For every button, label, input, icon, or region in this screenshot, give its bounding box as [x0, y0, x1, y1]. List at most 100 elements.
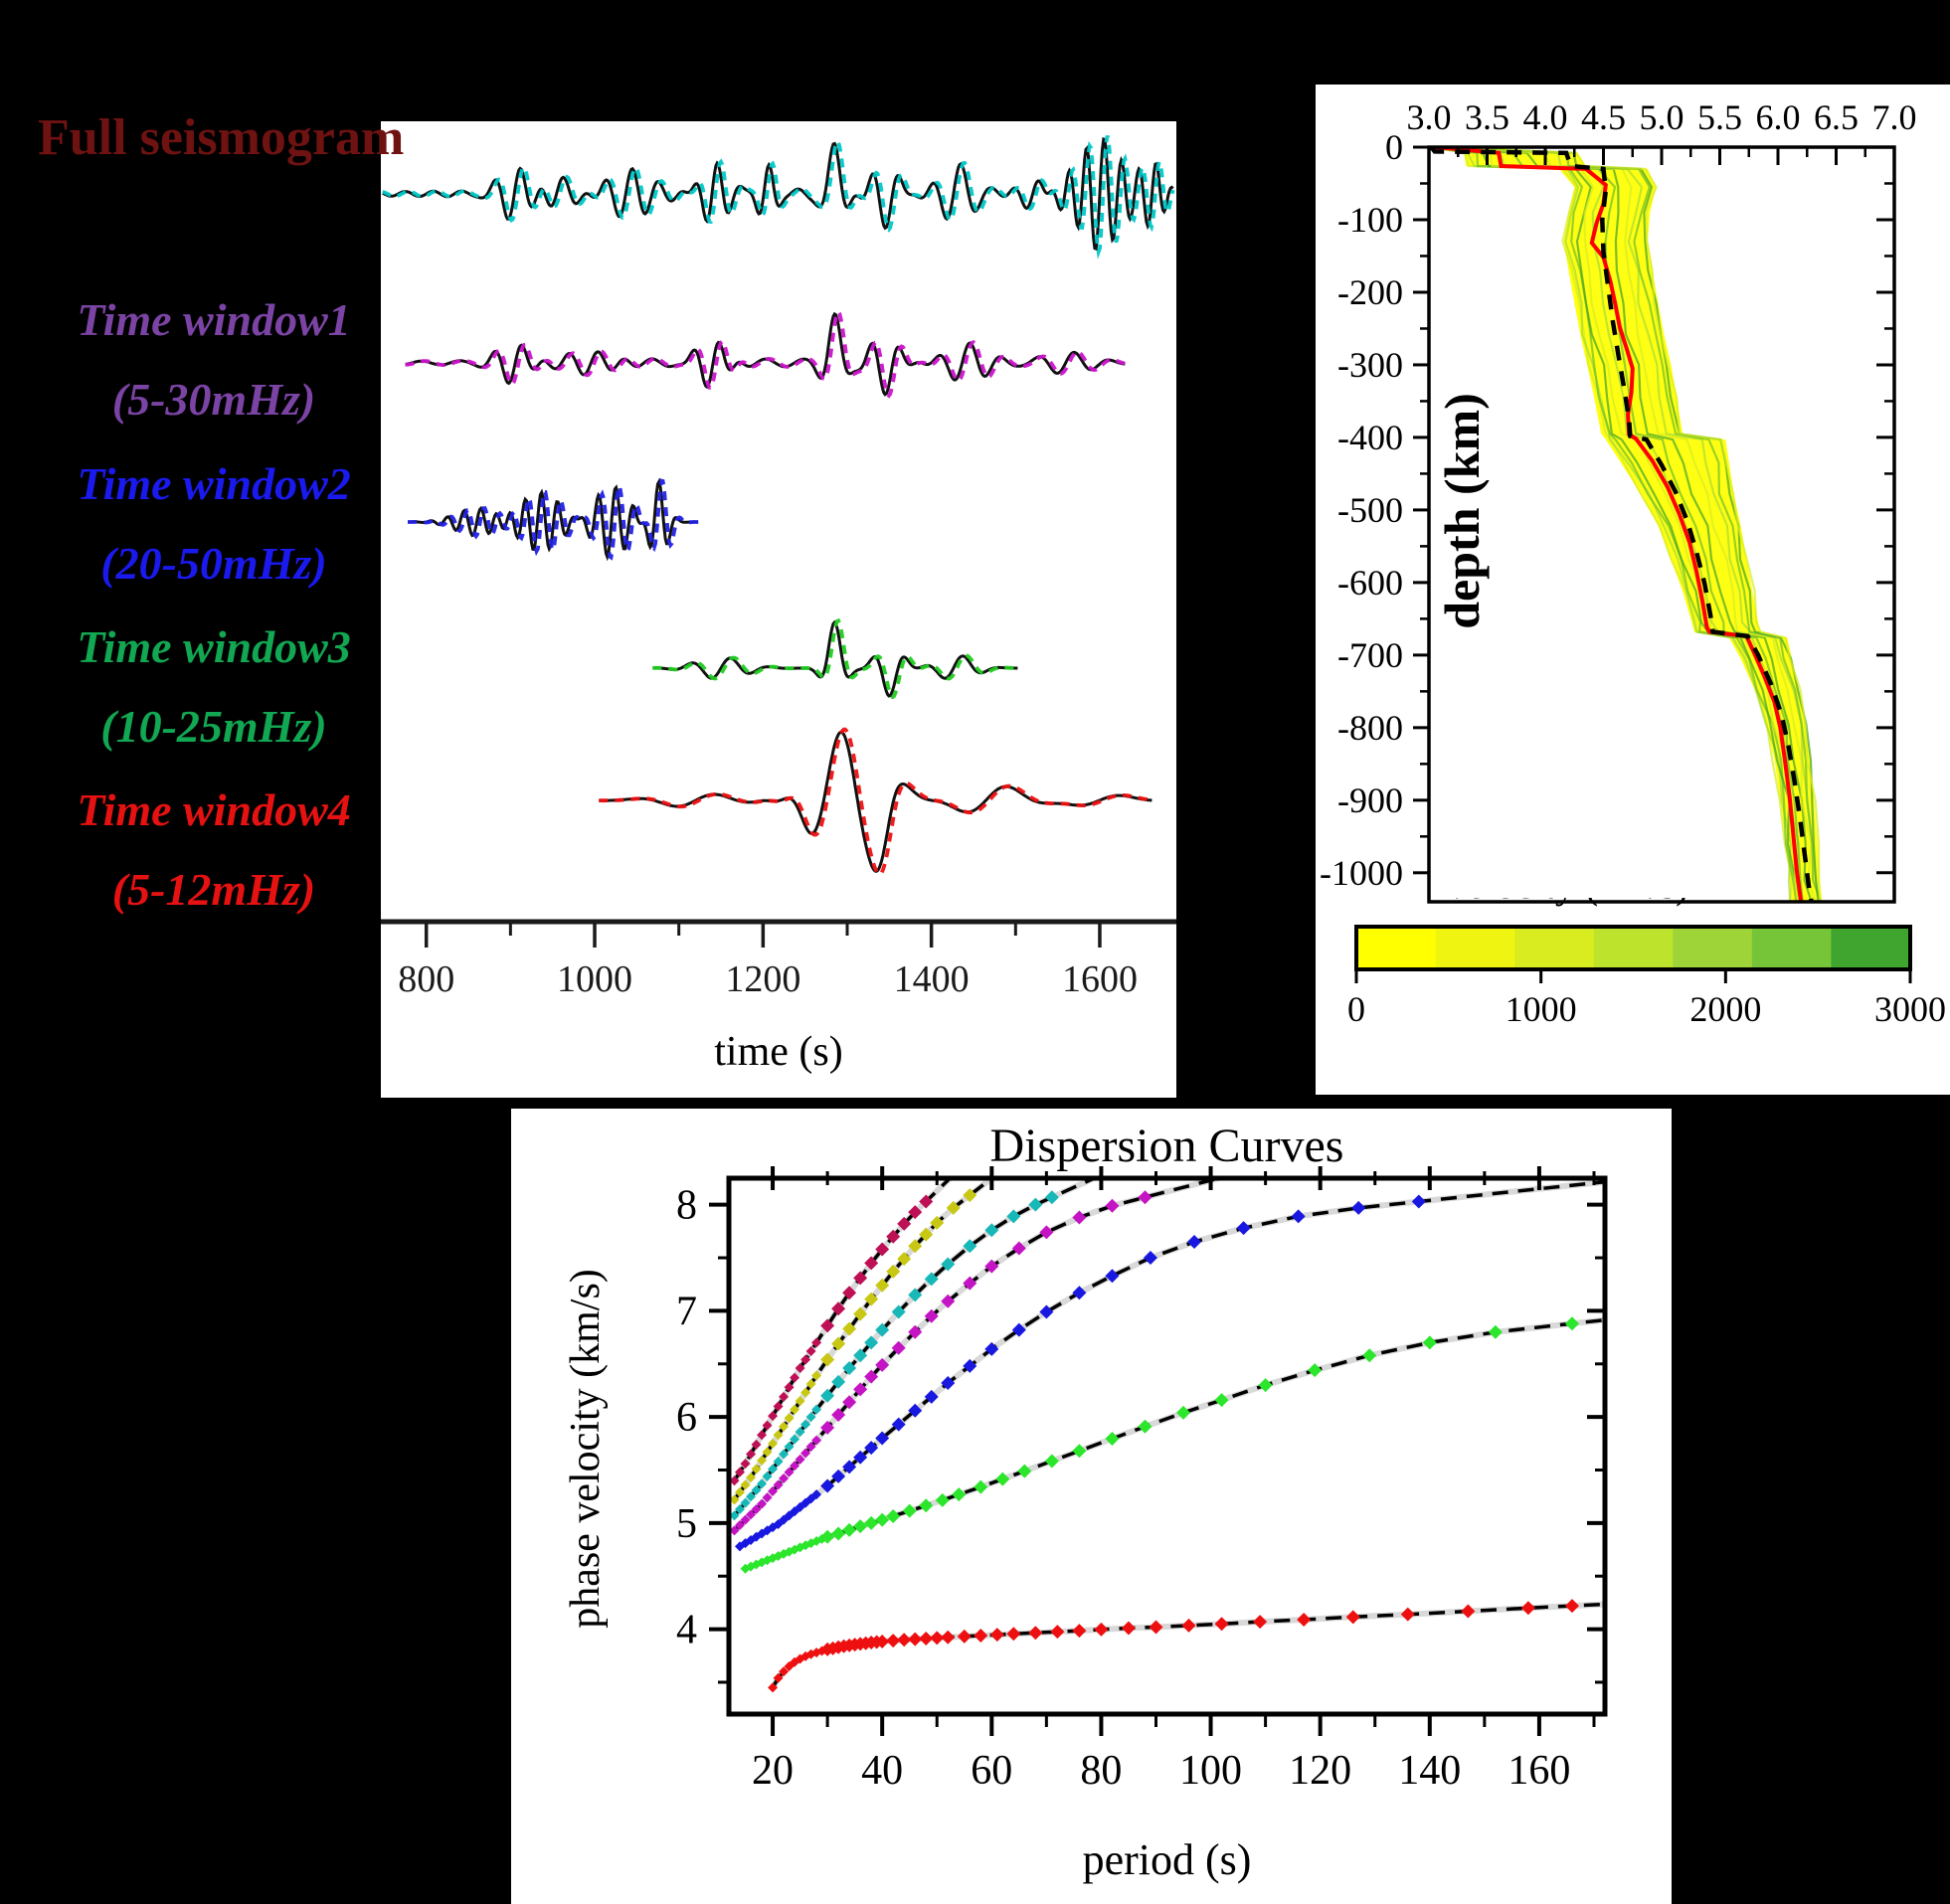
- velocity-tick-label: 7: [676, 1289, 697, 1334]
- velocity-tick-label: 4.0: [1523, 97, 1568, 137]
- depth-tick-label: 0: [1385, 127, 1403, 167]
- trace-time-window3-10-25mhz-: [652, 617, 1018, 700]
- seismogram-traces: [382, 135, 1175, 877]
- best-model-line: [1434, 147, 1804, 902]
- data-point: [1105, 1269, 1120, 1284]
- time-tick-label: 1400: [894, 958, 970, 1000]
- dispersion-panel: 20 40 60 80 100 120 140 160 4 5 6 7 8 Dispersion Cur…: [511, 1109, 1672, 1904]
- data-point: [779, 1449, 790, 1460]
- data-point: [1362, 1348, 1377, 1363]
- data-point: [963, 1188, 977, 1203]
- data-point: [740, 1459, 751, 1470]
- data-point: [1028, 1197, 1043, 1212]
- data-point: [757, 1478, 768, 1489]
- data-point: [908, 1324, 923, 1339]
- data-point: [875, 1322, 890, 1337]
- velocity-tick-label: 6: [676, 1395, 697, 1441]
- data-point: [1411, 1194, 1426, 1209]
- data-point: [790, 1404, 800, 1415]
- time-tick-label: 800: [398, 958, 454, 1000]
- data-point: [1006, 1627, 1021, 1642]
- data-point: [842, 1460, 857, 1474]
- data-point: [740, 1479, 751, 1490]
- data-point: [784, 1442, 795, 1453]
- time-tick-label: 1600: [1062, 958, 1138, 1000]
- data-point: [864, 1369, 879, 1384]
- data-point: [820, 1529, 835, 1544]
- data-point: [924, 1272, 939, 1287]
- data-point: [930, 1631, 945, 1645]
- data-point: [768, 1411, 779, 1422]
- data-point: [886, 1634, 901, 1648]
- data-point: [784, 1467, 795, 1477]
- data-point: [946, 1200, 961, 1215]
- data-point: [1520, 1601, 1535, 1616]
- data-point: [820, 1420, 835, 1435]
- period-tick-label: 140: [1398, 1748, 1461, 1794]
- data-point: [811, 1489, 822, 1500]
- data-point: [1181, 1618, 1196, 1633]
- data-point: [842, 1522, 857, 1537]
- data-point: [1011, 1322, 1026, 1337]
- trace-full-seismogram: [382, 135, 1175, 260]
- data-point: [1044, 1454, 1059, 1469]
- data-point: [908, 1632, 923, 1646]
- data-point: [757, 1430, 768, 1441]
- data-point: [842, 1361, 857, 1376]
- data-point: [831, 1374, 846, 1389]
- data-point: [1050, 1625, 1065, 1640]
- data-point: [941, 1294, 956, 1308]
- data-point: [746, 1491, 757, 1502]
- data-point: [1258, 1378, 1273, 1393]
- data-point: [773, 1518, 784, 1529]
- data-point: [751, 1439, 762, 1450]
- data-point: [779, 1473, 790, 1484]
- data-point: [1351, 1200, 1366, 1215]
- data-point: [853, 1348, 868, 1363]
- data-point: [989, 1628, 1004, 1643]
- data-point: [984, 1259, 999, 1274]
- data-point: [1072, 1210, 1087, 1225]
- data-point: [1236, 1221, 1251, 1236]
- data-point: [1176, 1405, 1191, 1420]
- data-point: [1400, 1607, 1415, 1622]
- data-point: [811, 1435, 822, 1446]
- data-point: [831, 1469, 846, 1483]
- data-point: [746, 1471, 757, 1482]
- data-point: [984, 1223, 999, 1238]
- data-point: [800, 1419, 811, 1430]
- data-point: [746, 1534, 757, 1545]
- depth-profile-plot: 3.0 3.5 4.0 4.5 5.0 5.5 6.0 6.5 7.0 0 -100 -200 -300…: [1320, 97, 1946, 1029]
- data-point: [773, 1430, 784, 1441]
- data-point: [811, 1370, 822, 1381]
- dispersion-series: [729, 1176, 1607, 1693]
- data-point: [1461, 1604, 1476, 1619]
- data-point: [957, 1629, 972, 1644]
- data-point: [853, 1519, 868, 1534]
- data-point: [853, 1271, 868, 1286]
- data-point: [779, 1391, 790, 1402]
- dispersion-curve-yellow: [729, 1176, 999, 1505]
- data-point: [757, 1498, 768, 1509]
- data-point: [1214, 1617, 1229, 1632]
- time-window2-label: Time window2 (20-50mHz): [77, 458, 351, 589]
- dispersion-curve-green: [740, 1316, 1607, 1574]
- seismogram-panel: 800 1000 1200 1400 1600 time (s): [381, 121, 1176, 1098]
- data-point: [941, 1375, 956, 1390]
- data-point: [875, 1357, 890, 1372]
- data-point: [891, 1417, 906, 1432]
- depth-tick-label: -800: [1337, 708, 1403, 748]
- data-point: [831, 1408, 846, 1423]
- colorbar-tick-label: 0: [1347, 989, 1365, 1029]
- data-point: [790, 1656, 800, 1667]
- data-point: [773, 1456, 784, 1467]
- data-point: [1072, 1286, 1087, 1300]
- data-point: [773, 1479, 784, 1490]
- data-point: [1039, 1225, 1054, 1240]
- data-point: [963, 1239, 977, 1254]
- data-point: [779, 1548, 790, 1559]
- velocity-tick-label: 3.5: [1465, 97, 1509, 137]
- data-point: [729, 1525, 740, 1536]
- data-point: [795, 1542, 805, 1553]
- depth-tick-label: -600: [1337, 563, 1403, 603]
